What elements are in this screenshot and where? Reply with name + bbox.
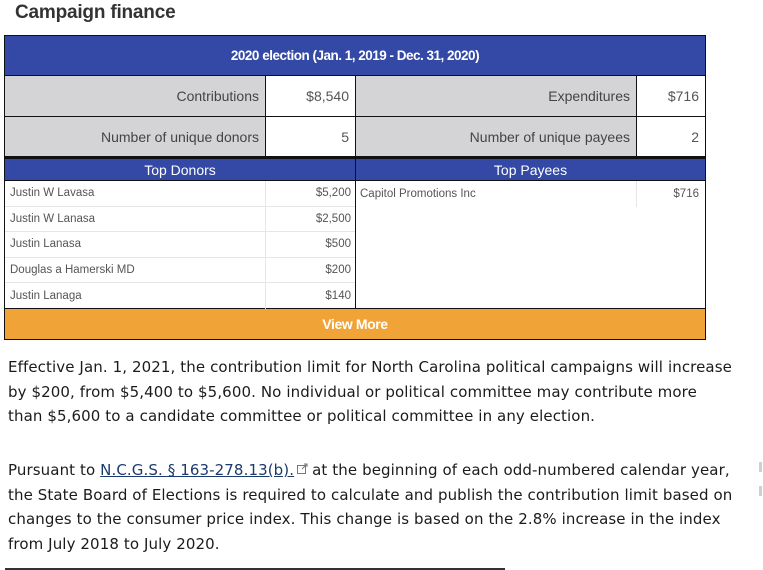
expenditures-value: $716 [637,76,705,116]
clipped-edge-mark [759,486,762,496]
clipped-edge-mark [759,462,762,472]
donor-name: Justin W Lanasa [5,206,266,232]
donor-name: Justin Lanasa [5,232,266,257]
summary-row-totals: Contributions $8,540 Expenditures $716 [5,76,705,117]
contributions-value: $8,540 [266,76,356,116]
donor-amount: $5,200 [315,187,351,200]
campaign-finance-table: 2020 election (Jan. 1, 2019 - Dec. 31, 2… [4,35,706,340]
view-more-button[interactable]: View More [5,309,705,339]
paragraph-line: from July 2018 to July 2020. [8,534,220,553]
statute-link[interactable]: N.C.G.S. § 163-278.13(b). [100,461,295,479]
top-payees-list: Capitol Promotions Inc $716 [356,181,705,308]
payee-name: Capitol Promotions Inc [356,181,637,207]
unique-donors-label: Number of unique donors [5,117,266,156]
top-donors-header: Top Donors [5,159,356,180]
expenditures-label: Expenditures [356,76,637,116]
paragraph-line: the State Board of Elections is required… [8,485,733,504]
summary-row-counts: Number of unique donors 5 Number of uniq… [5,117,705,159]
external-link-icon[interactable] [297,457,308,474]
next-table-top-border [5,568,505,570]
paragraph-prefix: Pursuant to [8,461,101,479]
unique-donors-value: 5 [266,117,356,156]
election-period-header: 2020 election (Jan. 1, 2019 - Dec. 31, 2… [5,36,705,76]
section-title: Campaign finance [15,2,176,23]
top-lists: Justin W Lavasa $5,200 Justin W Lanasa $… [5,181,705,309]
donor-name: Douglas a Hamerski MD [5,257,266,283]
donor-name: Justin Lanaga [5,283,266,309]
statute-paragraph: Pursuant to N.C.G.S. § 163-278.13(b). at … [8,457,763,556]
top-payees-header: Top Payees [493,161,568,178]
payee-row: Capitol Promotions Inc $716 [356,181,705,207]
donor-row: Douglas a Hamerski MD $200 [5,257,355,284]
donor-amount: $140 [325,290,351,303]
donor-amount: $200 [325,264,351,277]
top-lists-header-row: Top Donors Top Payees [5,159,705,181]
contributions-label: Contributions [5,76,266,116]
donor-row: Justin Lanaga $140 [5,283,355,309]
contribution-limit-paragraph: Effective Jan. 1, 2021, the contribution… [8,355,763,429]
top-donors-list: Justin W Lavasa $5,200 Justin W Lanasa $… [5,181,356,309]
donor-amount: $500 [325,238,351,251]
paragraph-line: at the beginning of each odd-numbered ca… [312,461,730,479]
donor-row: Justin W Lanasa $2,500 [5,206,355,233]
paragraph-line: by $200, from $5,400 to $5,600. No indiv… [8,382,697,401]
donor-amount: $2,500 [315,212,351,225]
payee-amount: $716 [673,187,699,200]
unique-payees-label: Number of unique payees [356,117,637,156]
paragraph-line: Effective Jan. 1, 2021, the contribution… [8,358,732,376]
donor-row: Justin W Lavasa $5,200 [5,181,355,207]
donor-name: Justin W Lavasa [5,181,266,206]
paragraph-line: than $5,600 to a candidate committee or … [8,407,596,425]
unique-payees-value: 2 [637,117,705,156]
donor-row: Justin Lanasa $500 [5,232,355,258]
paragraph-line: changes to the consumer price index. Thi… [8,510,721,528]
